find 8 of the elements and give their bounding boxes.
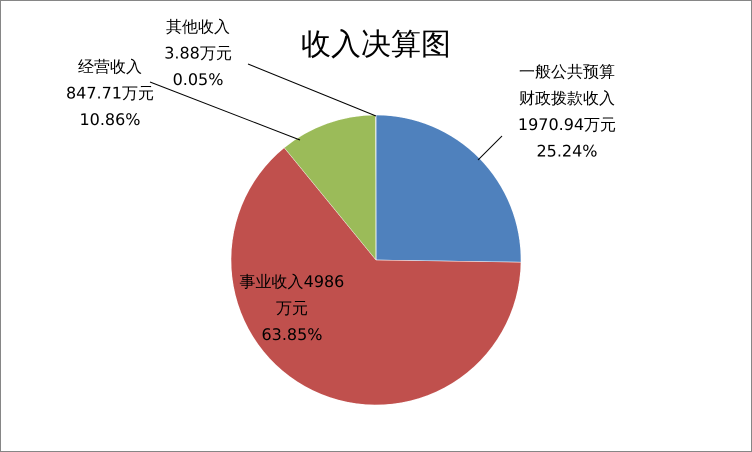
data-label: 1970.94万元 25.24% [518,115,616,160]
data-label: 3.88万元 0.05% [164,44,232,89]
slice-label: 事业收入4986 万元 63.85% [240,272,344,344]
slice-label: 经营收入 [78,57,142,76]
slice-label: 一般公共预算财政拨款收入 [519,62,615,108]
data-label: 847.71万元 10.86% [66,84,154,129]
chart-title: 收入决算图 [301,27,451,62]
slice-label: 其他收入 [166,17,230,36]
